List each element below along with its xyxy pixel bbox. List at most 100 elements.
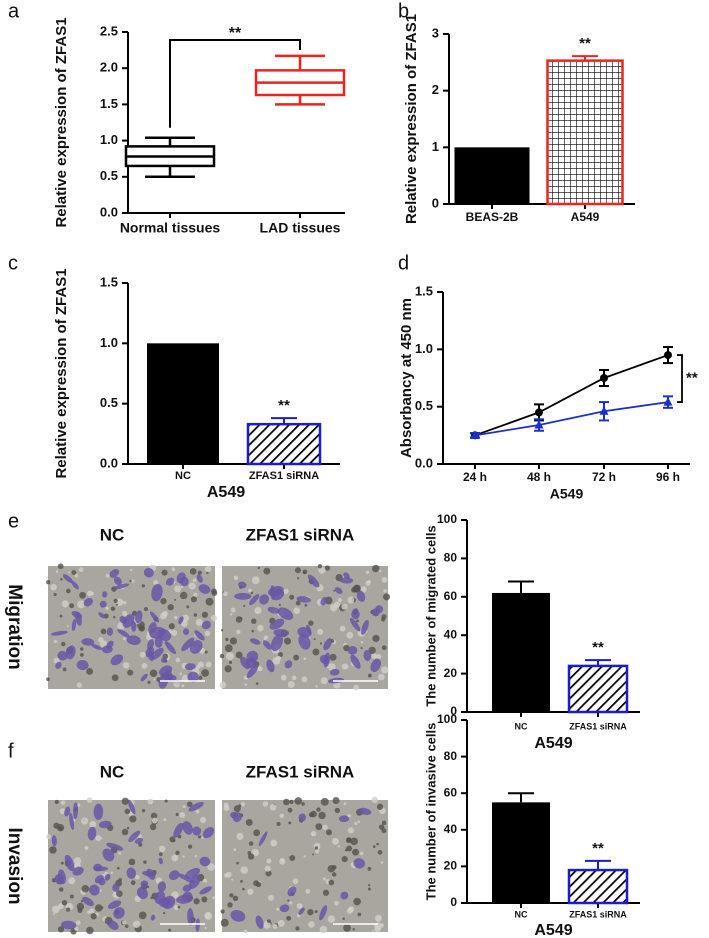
stained-cell xyxy=(106,640,114,649)
debris xyxy=(141,809,146,813)
debris xyxy=(318,811,326,820)
micrograph xyxy=(220,796,388,934)
debris xyxy=(233,575,239,581)
stained-cell xyxy=(57,650,68,661)
debris xyxy=(305,888,311,894)
debris xyxy=(220,909,225,914)
stained-cell xyxy=(334,587,343,594)
debris xyxy=(167,604,174,611)
significance-bracket xyxy=(677,354,683,403)
debris xyxy=(247,888,254,895)
debris xyxy=(67,571,70,574)
debris xyxy=(244,683,248,686)
stained-cell xyxy=(164,670,174,682)
debris xyxy=(322,889,330,896)
debris xyxy=(58,826,63,831)
debris xyxy=(248,841,254,846)
debris xyxy=(243,929,248,934)
debris xyxy=(289,901,293,905)
stained-cell xyxy=(82,896,94,906)
debris xyxy=(75,920,81,926)
debris xyxy=(100,628,107,635)
debris xyxy=(317,564,323,569)
marker xyxy=(664,351,672,360)
debris xyxy=(121,797,129,805)
debris xyxy=(49,846,57,854)
debris xyxy=(243,604,246,607)
debris xyxy=(193,613,198,617)
debris xyxy=(359,851,364,856)
stained-cell xyxy=(71,580,79,590)
chart: 0.0 0.5 1.0 1.5 2.0 2.5 Relative expression of… xyxy=(53,17,346,236)
debris xyxy=(162,610,168,617)
y-axis-label: Relative expression of ZFAS1 xyxy=(53,17,70,227)
debris xyxy=(303,571,306,575)
debris xyxy=(339,625,346,632)
debris xyxy=(382,593,391,601)
stained-cell xyxy=(104,873,111,881)
debris xyxy=(232,895,239,902)
debris xyxy=(210,588,217,595)
debris xyxy=(80,647,84,651)
debris xyxy=(84,845,89,850)
x-tick-label: NC xyxy=(515,721,528,731)
debris xyxy=(341,603,348,610)
stained-cell xyxy=(262,640,272,650)
debris xyxy=(360,640,364,644)
debris xyxy=(50,583,57,591)
annotation: ** xyxy=(229,25,242,42)
debris xyxy=(312,648,320,656)
stained-cell xyxy=(99,600,107,608)
stained-cell xyxy=(98,878,106,886)
stained-cell xyxy=(270,634,283,652)
debris xyxy=(198,835,202,839)
debris xyxy=(294,797,303,805)
x-tick-label: NC xyxy=(515,909,528,919)
debris xyxy=(181,614,190,622)
debris xyxy=(77,907,83,914)
debris xyxy=(289,594,295,600)
debris xyxy=(190,596,197,603)
debris xyxy=(223,591,228,597)
debris xyxy=(250,591,254,595)
debris xyxy=(179,812,186,818)
stained-cell xyxy=(140,880,149,888)
debris xyxy=(236,832,244,840)
y-tick-label: 2 xyxy=(432,82,439,97)
debris xyxy=(171,629,178,636)
debris xyxy=(59,887,64,892)
debris xyxy=(81,885,90,893)
stained-cell xyxy=(107,900,122,909)
debris xyxy=(357,912,362,917)
y-tick-label: 1.0 xyxy=(415,341,433,356)
stained-cell xyxy=(62,574,73,583)
stained-cell xyxy=(76,659,89,671)
debris xyxy=(129,568,133,572)
debris xyxy=(265,870,272,877)
stained-cell xyxy=(353,858,366,869)
debris xyxy=(257,624,264,632)
debris xyxy=(327,915,336,923)
debris xyxy=(283,798,290,806)
debris xyxy=(204,565,212,573)
stained-cell xyxy=(107,919,119,930)
debris xyxy=(324,565,331,571)
debris xyxy=(147,885,150,888)
debris xyxy=(356,619,359,623)
debris xyxy=(372,564,380,573)
debris xyxy=(315,849,320,854)
debris xyxy=(105,573,110,578)
debris xyxy=(317,628,324,635)
stained-cell xyxy=(93,866,109,872)
debris xyxy=(353,897,361,906)
debris xyxy=(61,899,68,906)
debris xyxy=(332,797,340,805)
debris xyxy=(116,866,120,870)
debris xyxy=(319,642,323,645)
debris xyxy=(163,818,167,822)
y-tick-label: 1.5 xyxy=(100,274,118,289)
debris xyxy=(62,667,67,672)
debris xyxy=(376,653,382,660)
debris xyxy=(212,896,216,900)
